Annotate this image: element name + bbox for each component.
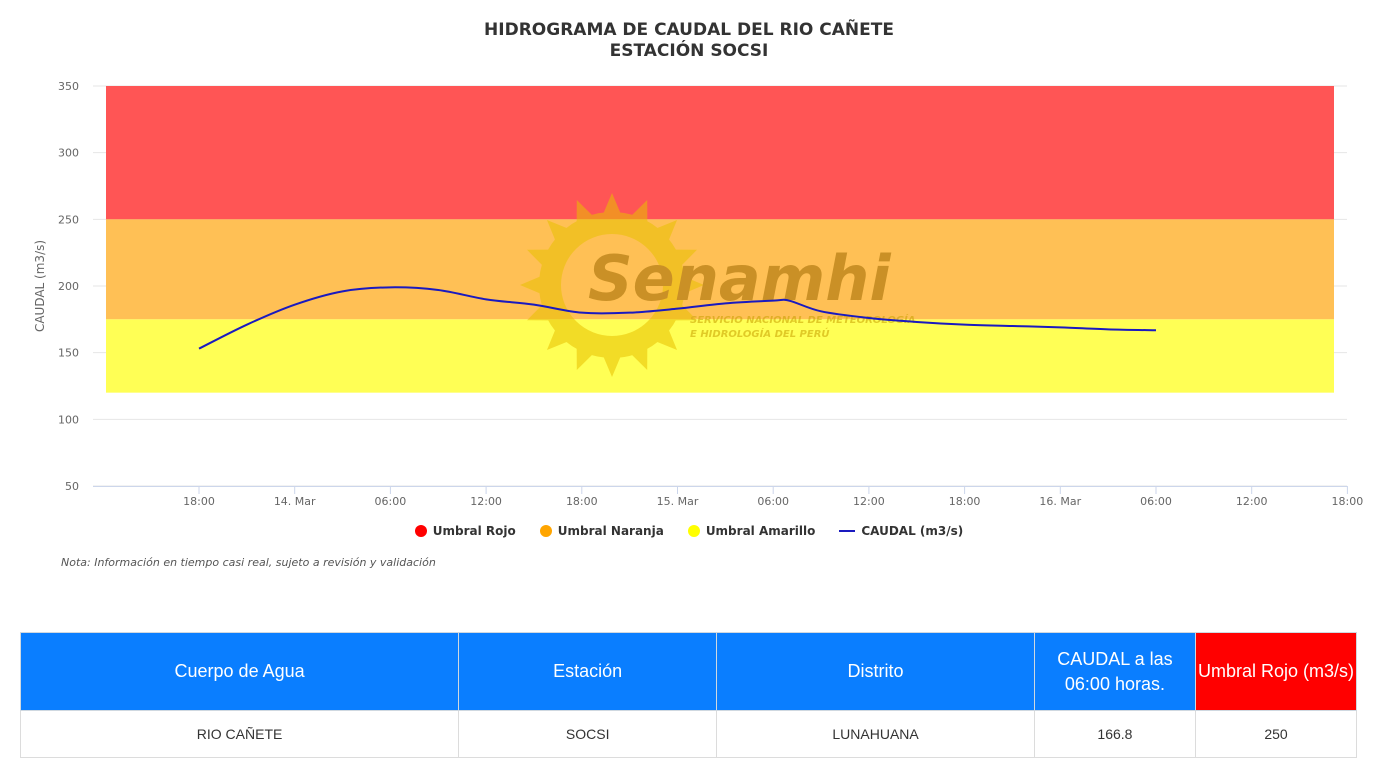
table-header-row: Cuerpo de Agua Estación Distrito CAUDAL … <box>19 632 1357 711</box>
header-umbral-rojo: Umbral Rojo (m3/s) <box>1195 632 1357 711</box>
sun-ray-icon <box>656 219 678 241</box>
threshold-band <box>106 219 1334 320</box>
chart-container: HIDROGRAMA DE CAUDAL DEL RIO CAÑETE ESTA… <box>0 20 1378 569</box>
chart-legend: Umbral Rojo Umbral Naranja Umbral Amaril… <box>0 524 1378 538</box>
y-tick-label: 300 <box>58 147 79 160</box>
cell-distrito: LUNAHUANA <box>716 710 1035 758</box>
chart-note: Nota: Información en tiempo casi real, s… <box>61 556 436 569</box>
sun-ray-icon <box>603 193 621 214</box>
sun-ray-icon <box>527 249 550 266</box>
cell-cuerpo-de-agua: RIO CAÑETE <box>19 710 460 758</box>
sun-ray-icon <box>656 329 678 351</box>
header-cuerpo-de-agua: Cuerpo de Agua <box>19 632 460 711</box>
sun-ray-icon <box>546 329 568 351</box>
legend-orange-dot <box>539 525 552 537</box>
legend-item-umbral-amarillo[interactable]: Umbral Amarillo <box>687 524 816 538</box>
sun-ray-icon <box>576 200 593 223</box>
x-tick-label: 18:00 <box>566 495 598 508</box>
legend-line-symbol <box>839 530 856 532</box>
x-tick-label: 16. Mar <box>1039 495 1081 508</box>
legend-item-caudal[interactable]: CAUDAL (m3/s) <box>839 524 963 538</box>
x-tick-label: 06:00 <box>757 495 789 508</box>
legend-label: CAUDAL (m3/s) <box>861 524 964 538</box>
chart-subtitle: ESTACIÓN SOCSI <box>609 41 769 61</box>
chart-title: HIDROGRAMA DE CAUDAL DEL RIO CAÑETE <box>484 20 894 40</box>
x-tick-label: 12:00 <box>853 495 885 508</box>
sun-ray-icon <box>631 200 648 223</box>
legend-label: Umbral Rojo <box>432 524 516 538</box>
sun-ray-icon <box>683 276 704 294</box>
x-tick-label: 06:00 <box>1140 495 1172 508</box>
sun-ray-icon <box>527 304 550 321</box>
legend-label: Umbral Naranja <box>557 524 664 538</box>
header-estacion: Estación <box>458 632 718 711</box>
sun-ray-icon <box>674 249 697 266</box>
sun-ray-icon <box>576 347 593 370</box>
y-tick-label: 250 <box>58 213 79 226</box>
x-tick-label: 14. Mar <box>274 495 316 508</box>
sun-ray-icon <box>603 356 621 377</box>
header-distrito: Distrito <box>716 632 1035 711</box>
sun-ray-icon <box>546 219 568 241</box>
legend-label: Umbral Amarillo <box>705 524 816 538</box>
cell-umbral-rojo: 250 <box>1195 710 1357 758</box>
x-tick-label: 15. Mar <box>657 495 699 508</box>
y-tick-label: 100 <box>58 413 79 426</box>
station-info-table: Cuerpo de Agua Estación Distrito CAUDAL … <box>19 632 1357 758</box>
cell-estacion: SOCSI <box>458 710 718 758</box>
table-row: RIO CAÑETE SOCSI LUNAHUANA 166.8 250 <box>19 710 1357 758</box>
y-tick-label: 50 <box>65 480 79 493</box>
x-tick-label: 18:00 <box>949 495 981 508</box>
legend-yellow-dot <box>687 525 700 537</box>
legend-item-umbral-naranja[interactable]: Umbral Naranja <box>539 524 664 538</box>
y-tick-label: 150 <box>58 347 79 360</box>
caudal-series-line <box>198 286 1157 350</box>
y-tick-label: 200 <box>58 280 79 293</box>
watermark-brand: Senamhi <box>588 242 891 315</box>
legend-item-umbral-rojo[interactable]: Umbral Rojo <box>414 524 516 538</box>
y-tick-label: 350 <box>58 80 79 93</box>
sun-ray-icon <box>520 276 541 294</box>
y-axis-label: CAUDAL (m3/s) <box>33 240 47 332</box>
x-tick-label: 12:00 <box>470 495 502 508</box>
x-tick-label: 12:00 <box>1236 495 1268 508</box>
sun-ray-icon <box>631 347 648 370</box>
x-tick-label: 06:00 <box>375 495 407 508</box>
sun-logo-icon <box>539 212 685 358</box>
x-tick-label: 18:00 <box>183 495 215 508</box>
x-tick-label: 18:00 <box>1332 495 1364 508</box>
watermark-subtitle-2: E HIDROLOGÍA DEL PERÚ <box>690 327 830 340</box>
legend-red-dot <box>414 525 427 537</box>
threshold-band <box>106 86 1334 220</box>
threshold-band <box>106 319 1334 393</box>
cell-caudal: 166.8 <box>1033 710 1197 758</box>
header-caudal-0600: CAUDAL a las 06:00 horas. <box>1033 632 1197 711</box>
